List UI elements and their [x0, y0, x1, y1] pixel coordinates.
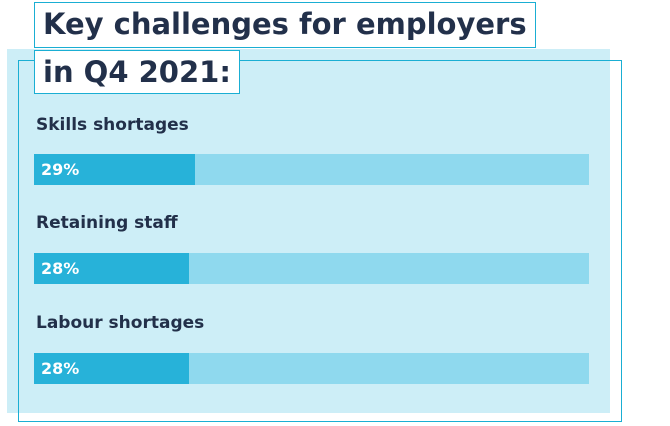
chart-panel-outline — [18, 60, 622, 422]
bar-category-label: Skills shortages — [36, 115, 189, 135]
bar-value-label: 29% — [41, 160, 80, 179]
bar-track: 29% — [34, 154, 589, 185]
bar-value-label: 28% — [41, 259, 80, 278]
bar-fill: 28% — [34, 253, 190, 284]
bar-track: 28% — [34, 253, 589, 284]
bar-track: 28% — [34, 353, 589, 384]
chart-title-line-1: Key challenges for employers — [34, 2, 536, 48]
bar-value-label: 28% — [41, 359, 80, 378]
bar-category-label: Retaining staff — [36, 213, 178, 233]
bar-fill: 28% — [34, 353, 190, 384]
bar-category-label: Labour shortages — [36, 313, 205, 333]
chart-title-line-2: in Q4 2021: — [34, 50, 240, 94]
bar-fill: 29% — [34, 154, 195, 185]
chart-panel-background — [7, 49, 610, 413]
